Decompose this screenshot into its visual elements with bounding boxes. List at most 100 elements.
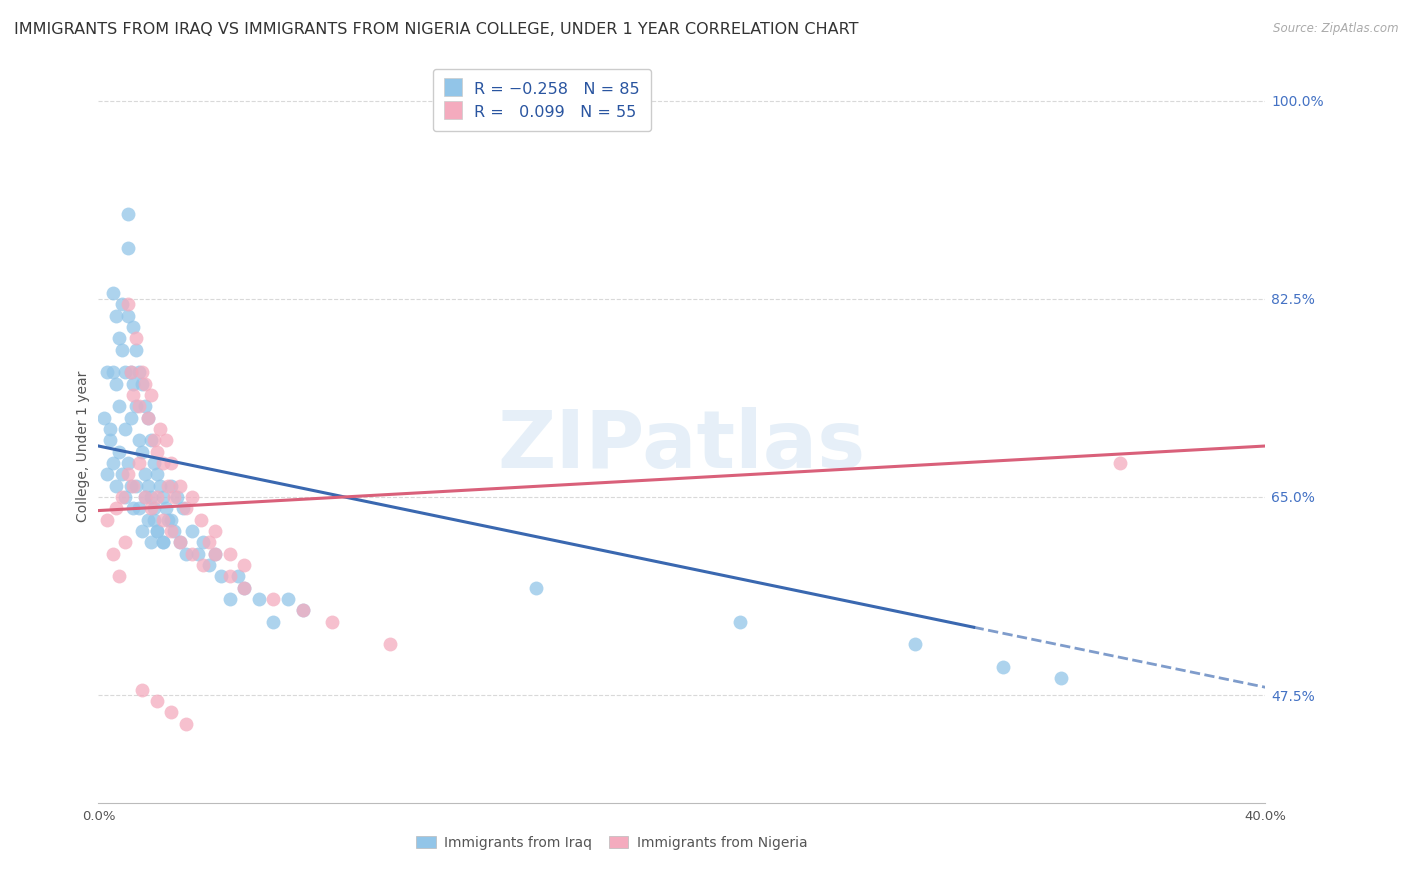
Point [380,637,402,651]
Point [117,241,139,255]
Point [174,547,197,561]
Point [204,547,226,561]
Point [131,444,153,458]
Point [146,524,169,538]
Point [114,535,136,549]
Point [247,591,270,606]
Point [120,365,142,379]
Point [125,400,148,414]
Point [1050,671,1073,685]
Point [142,501,165,516]
Point [233,581,256,595]
Point [104,501,127,516]
Point [198,558,221,572]
Point [120,478,142,492]
Point [262,615,284,629]
Point [163,524,186,538]
Point [142,513,165,527]
Point [904,637,927,651]
Point [128,365,150,379]
Point [152,456,174,470]
Point [193,558,215,572]
Point [134,467,156,482]
Point [98,422,121,436]
Point [104,309,127,323]
Point [262,591,284,606]
Point [134,490,156,504]
Point [111,297,134,311]
Point [142,434,165,448]
Point [120,410,142,425]
Point [111,343,134,357]
Point [169,478,191,492]
Point [321,615,343,629]
Point [142,456,165,470]
Point [139,434,162,448]
Point [172,501,194,516]
Point [136,410,159,425]
Point [131,376,153,391]
Point [125,331,148,345]
Point [128,456,150,470]
Point [111,467,134,482]
Point [146,467,169,482]
Point [730,615,752,629]
Point [193,535,215,549]
Point [152,490,174,504]
Point [160,478,183,492]
Point [101,547,124,561]
Point [157,478,180,492]
Point [149,478,172,492]
Point [190,513,212,527]
Point [524,581,547,595]
Point [180,547,202,561]
Point [136,410,159,425]
Point [122,376,145,391]
Point [101,286,124,301]
Point [169,535,191,549]
Point [117,309,139,323]
Point [1108,456,1130,470]
Point [117,207,139,221]
Point [111,490,134,504]
Point [98,434,121,448]
Point [152,535,174,549]
Point [233,581,256,595]
Point [160,513,183,527]
Point [139,388,162,402]
Point [131,524,153,538]
Point [128,501,150,516]
Point [117,456,139,470]
Point [96,513,118,527]
Point [160,524,183,538]
Legend: Immigrants from Iraq, Immigrants from Nigeria: Immigrants from Iraq, Immigrants from Ni… [409,829,814,856]
Point [117,297,139,311]
Point [146,694,169,708]
Point [108,400,131,414]
Point [180,524,202,538]
Point [125,343,148,357]
Point [160,705,183,719]
Point [139,535,162,549]
Point [122,320,145,334]
Point [218,569,240,583]
Point [128,400,150,414]
Point [991,660,1014,674]
Point [101,456,124,470]
Point [174,716,197,731]
Point [139,501,162,516]
Point [114,490,136,504]
Point [152,535,174,549]
Point [136,513,159,527]
Point [117,467,139,482]
Point [277,591,299,606]
Point [204,547,226,561]
Point [104,376,127,391]
Point [169,535,191,549]
Point [93,410,115,425]
Y-axis label: College, Under 1 year: College, Under 1 year [76,370,90,522]
Point [157,513,180,527]
Point [228,569,250,583]
Point [96,365,118,379]
Point [187,547,209,561]
